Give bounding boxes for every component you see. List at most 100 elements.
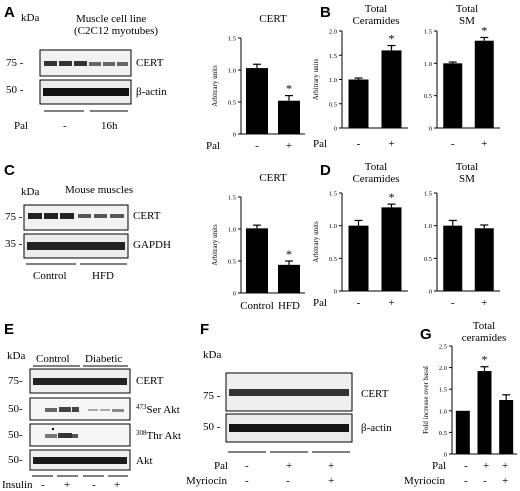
bar	[381, 50, 402, 128]
y-tick-label: 1.5	[424, 191, 432, 198]
treat-e-3: -	[92, 479, 96, 491]
marker-e-50-c: 50-	[8, 454, 23, 466]
bar-chart-a-cert: 0 0.5 1.0 1.5 Arbitrary units CERT - * + Pal	[206, 13, 305, 152]
band-label-e-ser-akt: 473Ser Akt	[136, 403, 180, 416]
significance-mark: *	[389, 32, 395, 46]
band-label-f-cert: CERT	[361, 388, 389, 400]
title-g-2: ceramides	[462, 332, 507, 344]
significance-mark: *	[286, 82, 292, 96]
y-tick-label: 0	[233, 132, 236, 139]
marker-c-75: 75 -	[5, 211, 23, 223]
chart-title: CERT	[259, 13, 287, 25]
significance-mark: *	[482, 353, 488, 367]
treat-f-myr-3: +	[328, 475, 334, 487]
marker-e-75: 75-	[8, 375, 23, 387]
y-tick-label: 1.0	[228, 68, 236, 75]
category-label: +	[286, 140, 292, 152]
y-tick-label: 0.5	[424, 93, 432, 100]
y-tick-label: 1.0	[228, 227, 236, 234]
group-c-control: Control	[33, 270, 67, 282]
y-tick-label: 1.0	[329, 223, 337, 230]
title-g-1: Total	[473, 320, 495, 332]
y-axis-label: Arbitrary units	[211, 224, 219, 266]
y-axis-label: Arbitrary units	[312, 221, 320, 263]
band-label-e-thr-akt: 308Thr Akt	[136, 429, 181, 442]
western-blot-c-cert	[23, 204, 129, 231]
significance-mark: *	[286, 247, 292, 261]
treat-a-minus: -	[63, 120, 67, 132]
bar	[246, 228, 268, 293]
bar	[443, 225, 463, 291]
treat-label-f-myriocin: Myriocin	[186, 475, 227, 487]
treat-g-myr-1: -	[464, 475, 468, 487]
title-b-sm-2: SM	[459, 15, 475, 27]
kda-label-a: kDa	[21, 12, 39, 24]
treat-f-myr-1: -	[245, 475, 249, 487]
y-tick-label: 0.5	[439, 430, 447, 437]
bar-chart-g-ceramides: 0 0.5 1.0 1.5 2.0 2.5 Fold increase over basal…	[422, 344, 517, 459]
significance-mark: *	[481, 23, 487, 37]
y-tick-label: 0	[429, 126, 432, 133]
treat-a-16h: 16h	[101, 120, 118, 132]
y-tick-label: 0	[444, 452, 447, 459]
bar	[477, 371, 492, 454]
treat-label-g-pal: Pal	[432, 460, 446, 472]
kda-label-e: kDa	[7, 350, 25, 362]
category-label: -	[357, 138, 361, 150]
category-label: -	[357, 297, 361, 309]
western-blot-e-ser-akt	[29, 397, 131, 421]
western-blot-f-actin	[225, 413, 353, 443]
category-label: Control	[240, 300, 274, 312]
category-label: HFD	[278, 300, 300, 312]
y-tick-label: 0	[429, 289, 432, 296]
panel-letter-f: F	[200, 321, 209, 338]
y-tick-label: 1.5	[439, 387, 447, 394]
bar-chart-b-sm: 0 0.5 1.0 1.5 - * +	[424, 23, 500, 150]
category-label: +	[388, 138, 394, 150]
panel-letter-b: B	[320, 4, 331, 21]
western-blot-e-akt	[29, 449, 131, 471]
panel-letter-e: E	[4, 321, 14, 338]
marker-c-35: 35 -	[5, 238, 23, 250]
treat-g-myr-3: +	[502, 475, 508, 487]
treat-label-g-myriocin: Myriocin	[404, 475, 445, 487]
chart-title: CERT	[259, 172, 287, 184]
y-axis-label: Arbitrary units	[211, 65, 219, 107]
bar-chart-b-ceramides: 0 0.5 1.0 1.5 2.0 Arbitrary units - * + Pal	[312, 29, 408, 150]
bar	[348, 225, 369, 291]
category-label: -	[451, 297, 455, 309]
bar	[443, 63, 463, 129]
treat-g-pal-3: +	[502, 460, 508, 472]
bar	[278, 100, 300, 134]
y-tick-label: 0.5	[329, 101, 337, 108]
band-label-e-akt: Akt	[136, 455, 153, 467]
marker-a-75: 75 -	[6, 57, 24, 69]
significance-mark: *	[389, 190, 395, 204]
bar	[455, 410, 470, 454]
x-group-label: Pal	[206, 140, 220, 152]
treat-g-pal-1: -	[464, 460, 468, 472]
treat-f-pal-2: +	[286, 460, 292, 472]
y-tick-label: 0.5	[228, 100, 236, 107]
band-label-f-actin: β-actin	[361, 422, 392, 434]
treat-e-2: +	[64, 479, 70, 491]
title-b-cer-1: Total	[365, 3, 387, 15]
x-group-label: Pal	[313, 297, 327, 309]
western-blot-a-cert	[39, 49, 132, 77]
treat-label-e: Insulin	[2, 479, 33, 491]
western-blot-a-actin	[39, 79, 132, 105]
y-tick-label: 0.5	[228, 259, 236, 266]
y-tick-label: 1.5	[329, 191, 337, 198]
y-tick-label: 1.0	[329, 77, 337, 84]
kda-label-c: kDa	[21, 186, 39, 198]
treat-e-4: +	[114, 479, 120, 491]
y-tick-label: 0	[233, 291, 236, 298]
category-label: +	[388, 297, 394, 309]
bar-chart-d-sm: 0 0.5 1.0 1.5 - +	[424, 191, 500, 309]
marker-f-50: 50 -	[203, 421, 221, 433]
y-tick-label: 1.0	[439, 408, 447, 415]
panel-letter-d: D	[320, 162, 331, 179]
bar	[348, 79, 369, 128]
